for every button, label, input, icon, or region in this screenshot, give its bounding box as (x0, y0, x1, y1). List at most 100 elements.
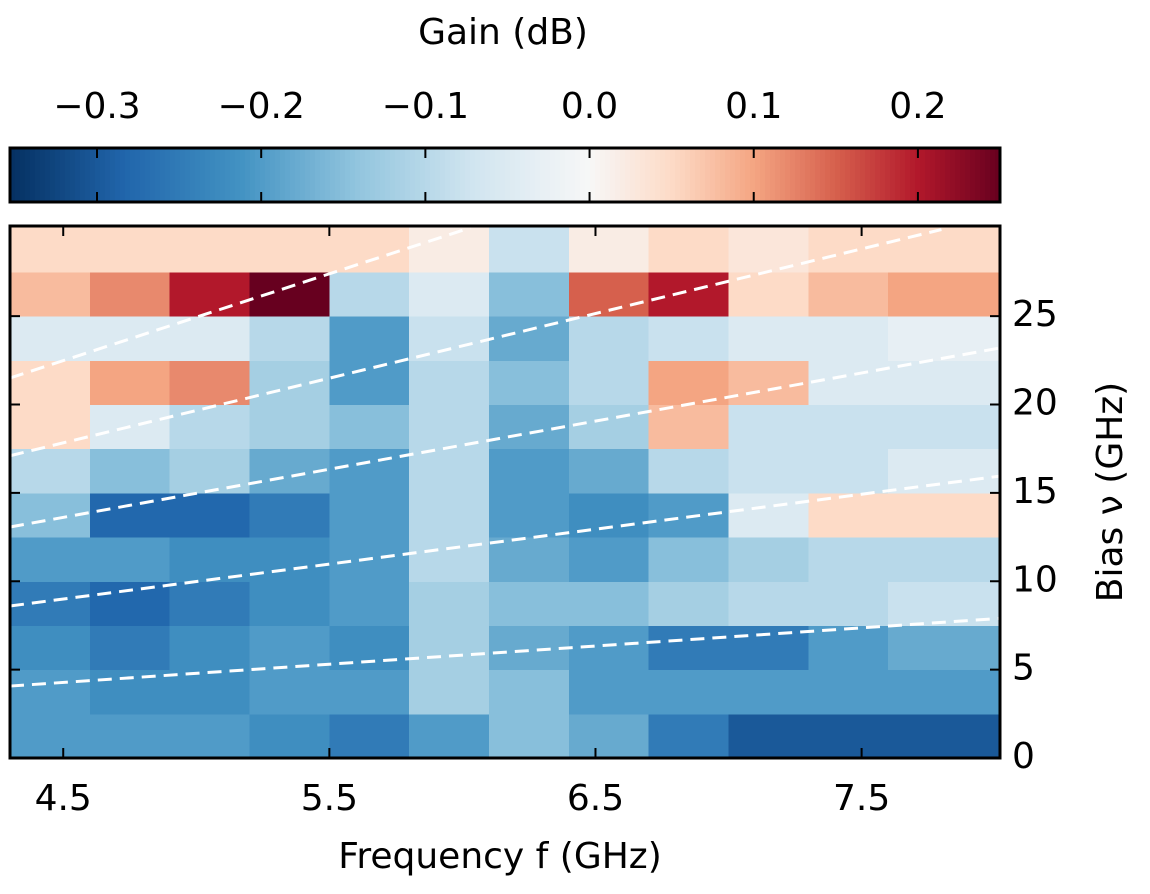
heatmap-cell (489, 492, 570, 538)
colorbar-swatch (610, 148, 616, 202)
heatmap-cell (89, 581, 171, 626)
heatmap-cell (329, 271, 410, 317)
y-axis-label: Bias ν (GHz) (1090, 382, 1131, 602)
colorbar-swatch (680, 148, 686, 202)
colorbar-swatch (405, 148, 411, 202)
heatmap-cell (329, 669, 410, 715)
heatmap-cell (329, 581, 410, 626)
colorbar-swatch (10, 148, 16, 202)
heatmap-cell (10, 404, 91, 450)
colorbar-swatch (590, 148, 596, 202)
colorbar-swatch (330, 148, 336, 202)
heatmap-cell (329, 360, 410, 406)
colorbar-swatch (865, 148, 871, 202)
heatmap-cell (568, 404, 650, 450)
colorbar-swatch (225, 148, 231, 202)
heatmap-cell (728, 669, 809, 715)
heatmap-cell (728, 713, 809, 759)
heatmap-cell (329, 226, 410, 273)
colorbar-swatch (120, 148, 126, 202)
heatmap-cell (249, 713, 330, 759)
colorbar-swatch (390, 148, 396, 202)
heatmap-cell (648, 316, 730, 361)
heatmap-cell (728, 625, 809, 671)
colorbar-swatch (65, 148, 71, 202)
colorbar-swatch (440, 148, 446, 202)
colorbar-swatch (340, 148, 346, 202)
heatmap-cell (409, 448, 490, 494)
colorbar-swatch (665, 148, 671, 202)
heatmap-cell (249, 316, 330, 361)
colorbar-swatch (750, 148, 756, 202)
colorbar-swatch (210, 148, 216, 202)
heatmap-cell (409, 581, 490, 626)
colorbar-swatch (190, 148, 196, 202)
heatmap-cell (888, 360, 1001, 406)
heatmap-cell (489, 360, 570, 406)
y-tick-label: 10 (1012, 559, 1058, 600)
colorbar-swatch (145, 148, 151, 202)
heatmap-cell (169, 316, 251, 361)
colorbar-swatch (485, 148, 491, 202)
heatmap-cell (808, 226, 889, 273)
colorbar-swatch (530, 148, 536, 202)
colorbar-swatch (275, 148, 281, 202)
colorbar-swatch (90, 148, 96, 202)
heatmap-cell (568, 226, 650, 273)
colorbar-swatch (920, 148, 926, 202)
heatmap-cell (728, 404, 809, 450)
colorbar-swatch (995, 148, 1001, 202)
colorbar-swatch (285, 148, 291, 202)
heatmap-cell (249, 669, 330, 715)
heatmap-cell (249, 404, 330, 450)
heatmap-cell (808, 581, 889, 626)
heatmap-cell (808, 669, 889, 715)
heatmap-cell (808, 360, 889, 406)
heatmap-cell (648, 625, 730, 671)
colorbar-swatch (855, 148, 861, 202)
heatmap-cell (808, 316, 889, 361)
colorbar-swatch (840, 148, 846, 202)
colorbar-swatch (475, 148, 481, 202)
heatmap-cell (89, 537, 171, 582)
heatmap-cell (329, 448, 410, 494)
colorbar-tick-label: −0.2 (217, 86, 304, 127)
heatmap-cell (329, 404, 410, 450)
colorbar-swatch (470, 148, 476, 202)
heatmap-cell (888, 669, 1001, 715)
colorbar-swatch (480, 148, 486, 202)
colorbar-swatch (790, 148, 796, 202)
colorbar-swatch (515, 148, 521, 202)
colorbar-tick-label: 0.0 (561, 86, 618, 127)
colorbar-swatch (290, 148, 296, 202)
heatmap-cell (10, 316, 91, 361)
colorbar-swatch (300, 148, 306, 202)
colorbar-swatch (815, 148, 821, 202)
heatmap-cell (249, 271, 330, 317)
colorbar-frame (8, 146, 1002, 204)
heatmap-cell (329, 492, 410, 538)
colorbar-swatch (35, 148, 41, 202)
colorbar-swatch (115, 148, 121, 202)
heatmap-cell (169, 360, 251, 406)
x-tick-label: 6.5 (567, 778, 624, 819)
heatmap-cell (568, 581, 650, 626)
colorbar-swatch (495, 148, 501, 202)
colorbar-swatch (235, 148, 241, 202)
colorbar-tick-label: 0.1 (725, 86, 782, 127)
colorbar-swatch (625, 148, 631, 202)
colorbar-swatch (915, 148, 921, 202)
heatmap-cell (409, 360, 490, 406)
heatmap-cell (10, 360, 91, 406)
colorbar-swatch (60, 148, 66, 202)
heatmap-cell (728, 492, 809, 538)
heatmap-cell (568, 537, 650, 582)
colorbar-swatch (685, 148, 691, 202)
heatmap-cell (568, 316, 650, 361)
dashed-line (9, 474, 1001, 608)
heatmap-cell (568, 669, 650, 715)
colorbar-label: Gain (dB) (418, 12, 588, 53)
colorbar-swatch (695, 148, 701, 202)
heatmap-cell (489, 448, 570, 494)
colorbar-swatch (605, 148, 611, 202)
